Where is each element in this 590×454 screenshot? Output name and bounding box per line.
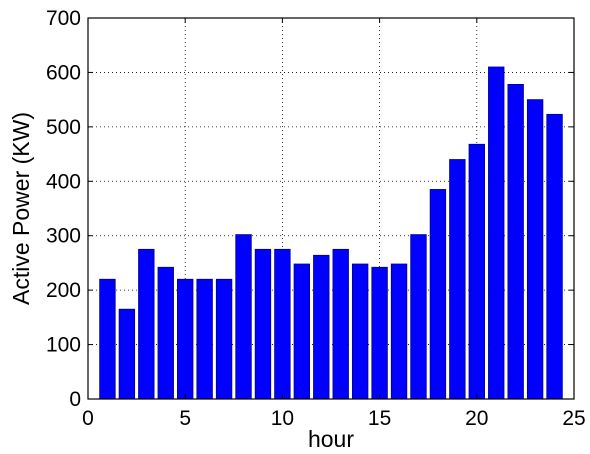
bar-hour-3	[138, 248, 155, 400]
bar-hour-19	[449, 159, 466, 400]
bar-hour-10	[274, 248, 291, 400]
bar-hour-15	[371, 266, 388, 400]
bar-hour-24	[546, 113, 563, 400]
axis-ticks: 0 5 10 15 20 25 0 100 200 300 400 500 600 700	[46, 7, 586, 430]
bar-hour-5	[177, 278, 194, 400]
y-axis-label: Active Power (KW)	[8, 112, 34, 305]
bar-hour-7	[215, 278, 233, 400]
bar-hour-21	[488, 66, 505, 400]
y-tick-label: 300	[46, 225, 81, 248]
bar-hour-23	[526, 99, 544, 400]
y-tick-label: 200	[46, 279, 81, 302]
plot-frame	[87, 17, 575, 400]
bar-hour-9	[254, 248, 272, 400]
y-tick-label: 700	[46, 7, 81, 30]
x-tick-label: 20	[465, 407, 488, 430]
x-tick-label: 5	[179, 407, 191, 430]
y-tick-label: 100	[46, 334, 81, 357]
bar-hour-16	[390, 263, 408, 400]
bar-hour-6	[196, 278, 213, 400]
x-tick-label: 0	[82, 407, 94, 430]
x-tick-label: 10	[271, 407, 294, 430]
bar-hour-4	[157, 266, 174, 400]
bar-hour-20	[468, 143, 485, 400]
bar-hour-1	[99, 278, 116, 400]
bar-hour-12	[313, 254, 330, 400]
y-tick-label: 500	[46, 116, 81, 139]
y-tick-label: 600	[46, 61, 81, 84]
x-tick-label: 25	[562, 407, 585, 430]
y-tick-label: 400	[46, 170, 81, 193]
y-tick-label: 0	[69, 388, 81, 411]
bar-hour-14	[351, 263, 369, 400]
x-axis-label: hour	[308, 426, 354, 452]
bar-hour-22	[507, 84, 524, 400]
bar-hour-2	[118, 308, 136, 400]
bar-hour-11	[293, 263, 311, 400]
x-tick-label: 15	[368, 407, 391, 430]
bar-hour-13	[332, 248, 349, 400]
bar-hour-18	[429, 189, 447, 400]
bar-hour-8	[235, 234, 252, 400]
bars	[99, 66, 563, 400]
bar-hour-17	[410, 234, 427, 400]
